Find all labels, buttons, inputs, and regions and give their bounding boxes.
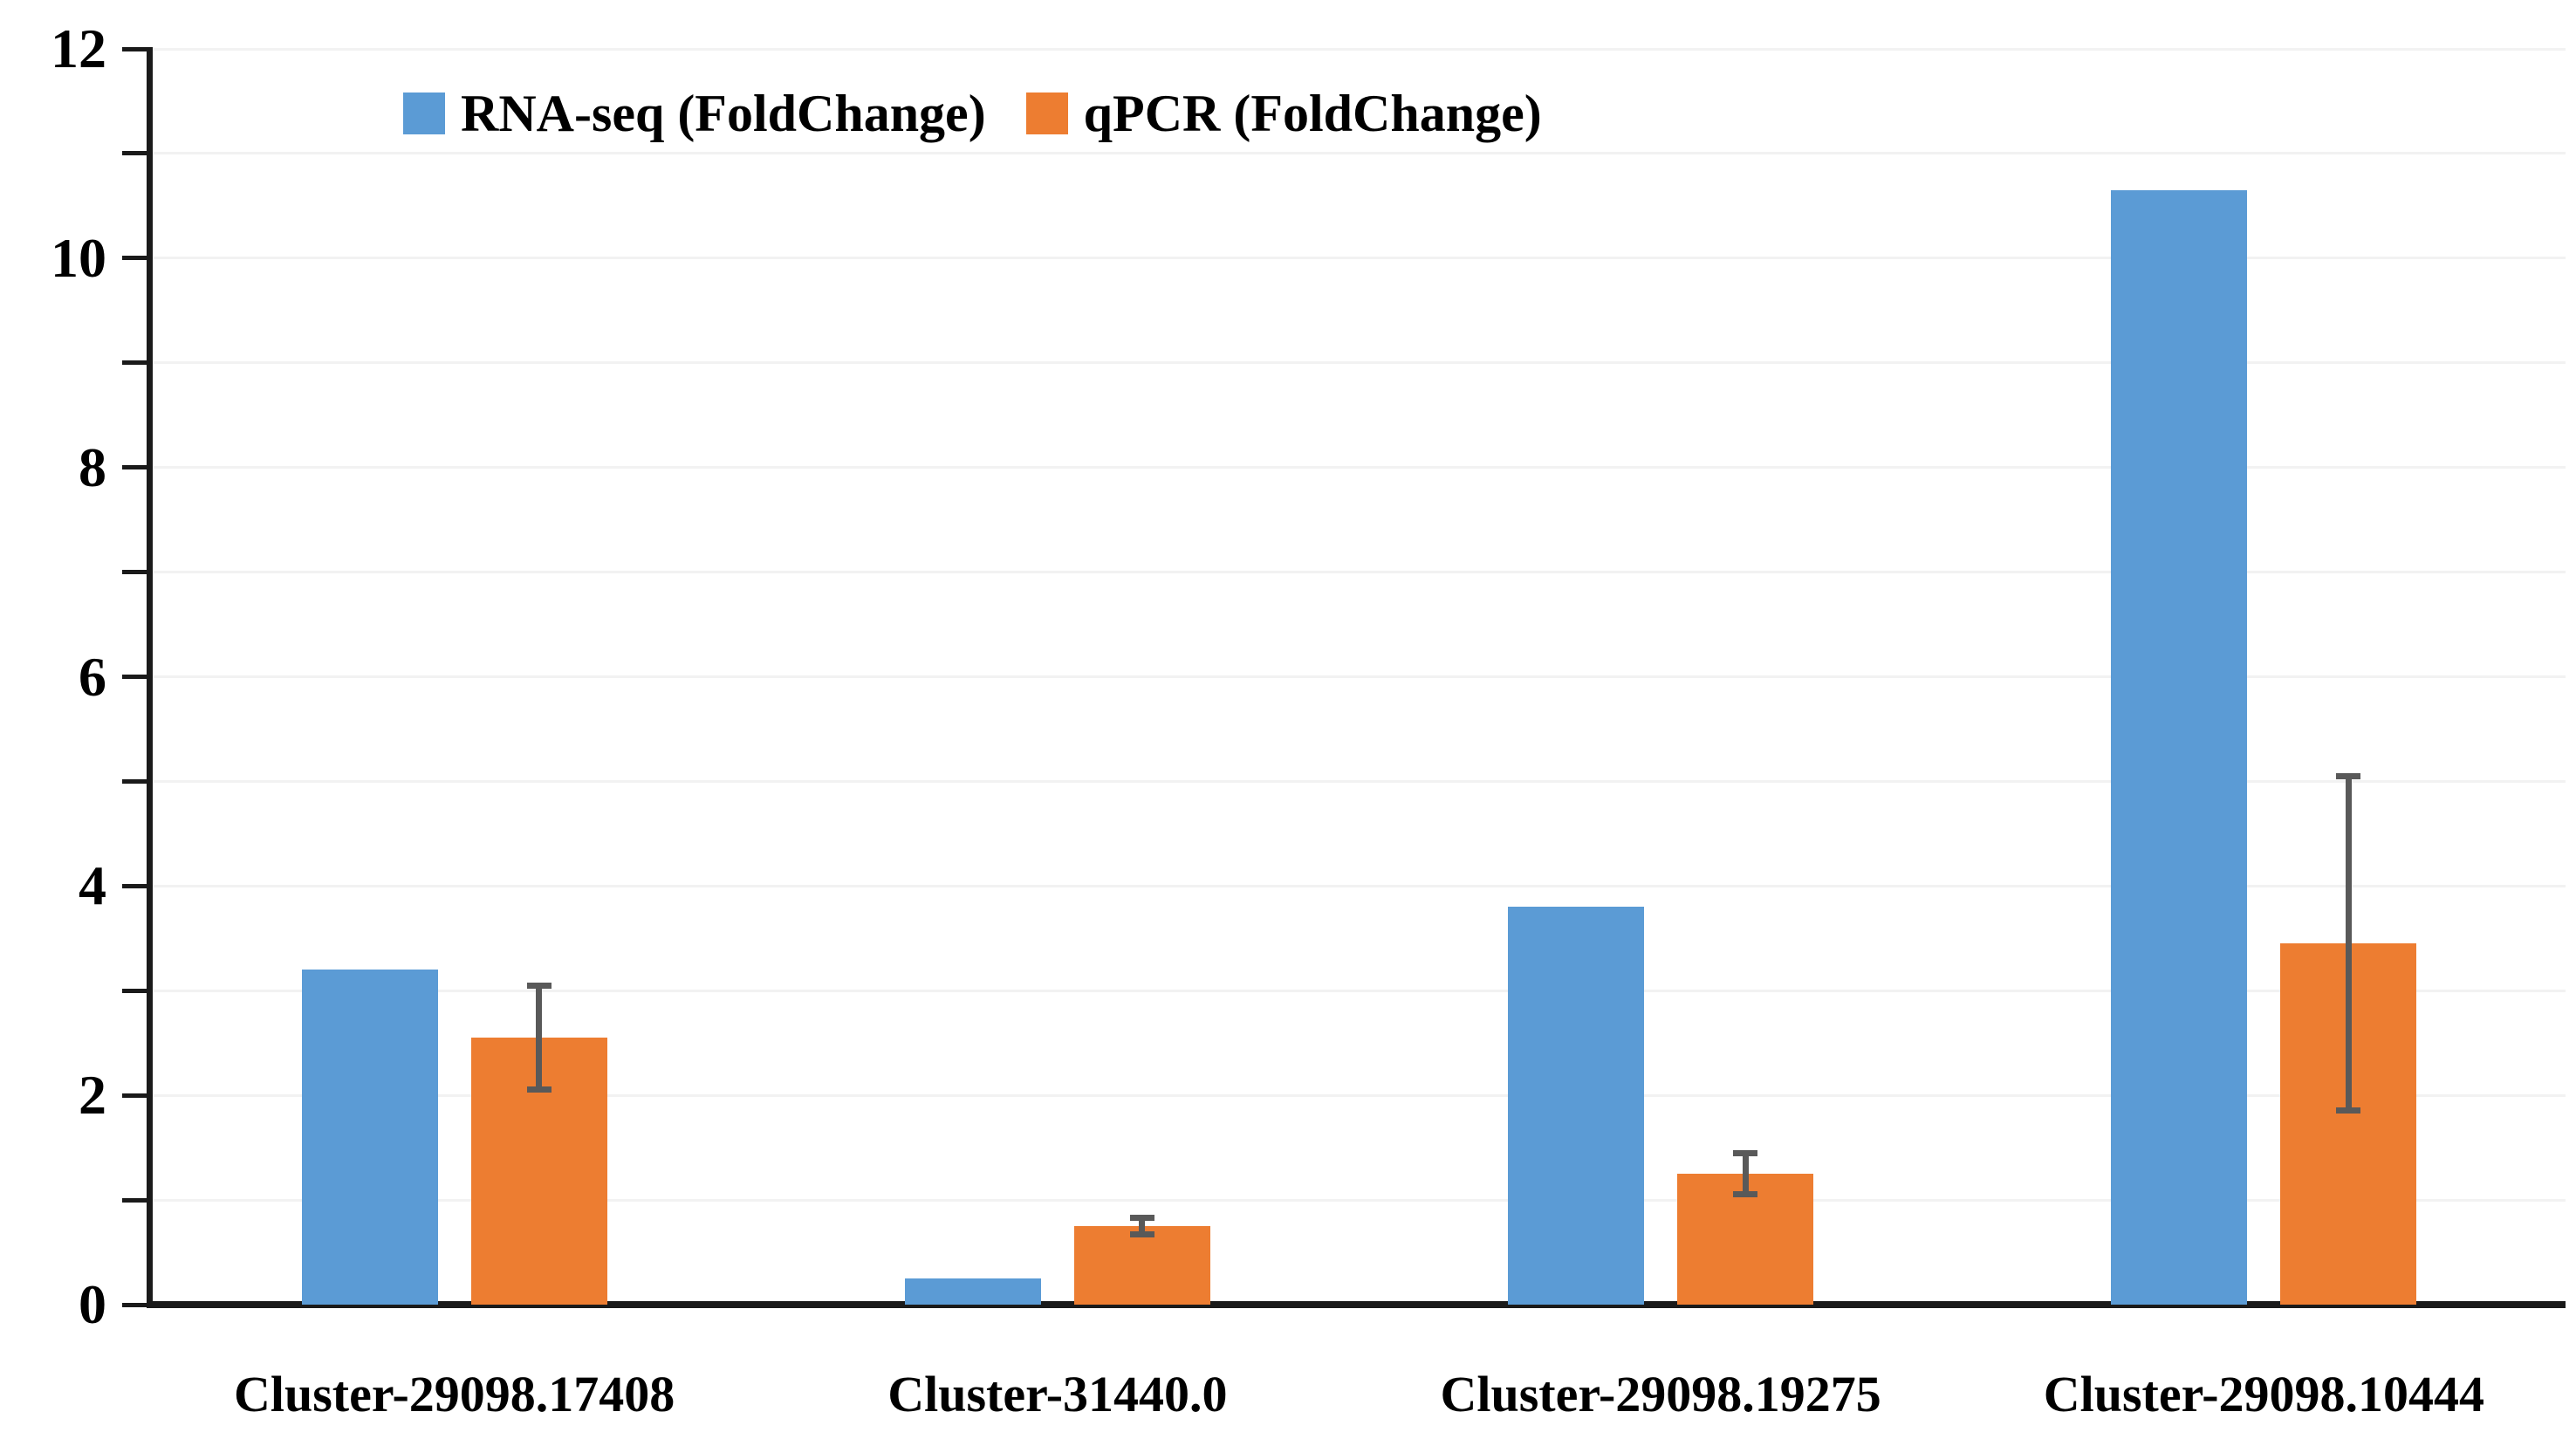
gridline: [153, 466, 2566, 469]
error-bar-bottom-cap: [1129, 1230, 1154, 1237]
x-axis-category-label: Cluster-29098.19275: [1440, 1365, 1881, 1422]
y-axis-tick-label: 10: [51, 226, 106, 289]
legend-label-rnaseq: RNA-seq (FoldChange): [461, 85, 986, 142]
error-bar-bottom-cap: [2336, 1107, 2361, 1114]
gridline: [153, 1093, 2566, 1097]
gridline: [153, 884, 2566, 887]
gridline: [153, 257, 2566, 260]
error-bar-line: [536, 985, 543, 1091]
error-bar-line: [1139, 1217, 1146, 1235]
y-axis-tick-label: 6: [79, 645, 106, 708]
error-bar-top-cap: [2336, 773, 2361, 780]
y-axis-tick: [122, 988, 147, 993]
y-axis-tick: [122, 570, 147, 575]
gridline: [153, 361, 2566, 365]
legend-item-qpcr: qPCR (FoldChange): [1025, 85, 1542, 142]
rnaseq-series-swatch-icon: [403, 93, 445, 134]
y-axis-tick: [122, 778, 147, 784]
y-axis-tick: [122, 465, 147, 470]
error-bar-top-cap: [1733, 1150, 1758, 1157]
rnaseq-bar: [2111, 189, 2248, 1305]
x-axis-line: [147, 1301, 2566, 1308]
y-axis-tick-label: 8: [79, 435, 106, 498]
y-axis-tick-label: 0: [79, 1273, 106, 1335]
rnaseq-bar: [904, 1278, 1041, 1305]
gridline: [153, 989, 2566, 992]
error-bar-bottom-cap: [526, 1086, 552, 1093]
legend-item-rnaseq: RNA-seq (FoldChange): [403, 87, 986, 140]
x-axis-category-label: Cluster-31440.0: [887, 1365, 1228, 1422]
y-axis-line: [147, 47, 153, 1308]
gridline: [153, 571, 2566, 574]
y-axis-tick: [122, 1302, 147, 1307]
error-bar-line: [2345, 776, 2352, 1112]
y-axis-tick: [122, 1197, 147, 1203]
gridline: [153, 675, 2566, 678]
qpcr-series-swatch-icon: [1025, 93, 1068, 134]
gridline: [153, 152, 2566, 155]
y-axis-tick: [122, 360, 147, 366]
y-axis-tick: [122, 675, 147, 679]
gridline: [153, 779, 2566, 783]
legend-label-qpcr: qPCR (FoldChange): [1083, 85, 1542, 142]
y-axis-tick: [122, 46, 147, 51]
y-axis-tick: [122, 1093, 147, 1098]
y-axis-tick-label: 2: [79, 1064, 106, 1127]
legend: RNA-seq (FoldChange) qPCR (FoldChange): [403, 87, 1542, 140]
gridline: [153, 1198, 2566, 1202]
y-axis-tick-label: 12: [51, 17, 106, 79]
error-bar-bottom-cap: [1733, 1191, 1758, 1198]
y-axis-tick: [122, 883, 147, 888]
y-axis-tick: [122, 151, 147, 156]
error-bar-top-cap: [1129, 1215, 1154, 1222]
x-axis-category-label: Cluster-29098.10444: [2043, 1365, 2485, 1422]
error-bar-top-cap: [526, 983, 552, 990]
y-axis-tick: [122, 256, 147, 261]
gridline: [153, 47, 2566, 51]
rnaseq-bar: [301, 970, 438, 1305]
y-axis-tick-label: 4: [79, 854, 106, 917]
x-axis-category-label: Cluster-29098.17408: [233, 1365, 675, 1422]
qpcr-bar: [1073, 1226, 1210, 1305]
error-bar-line: [1742, 1153, 1749, 1196]
rnaseq-bar: [1508, 907, 1645, 1305]
